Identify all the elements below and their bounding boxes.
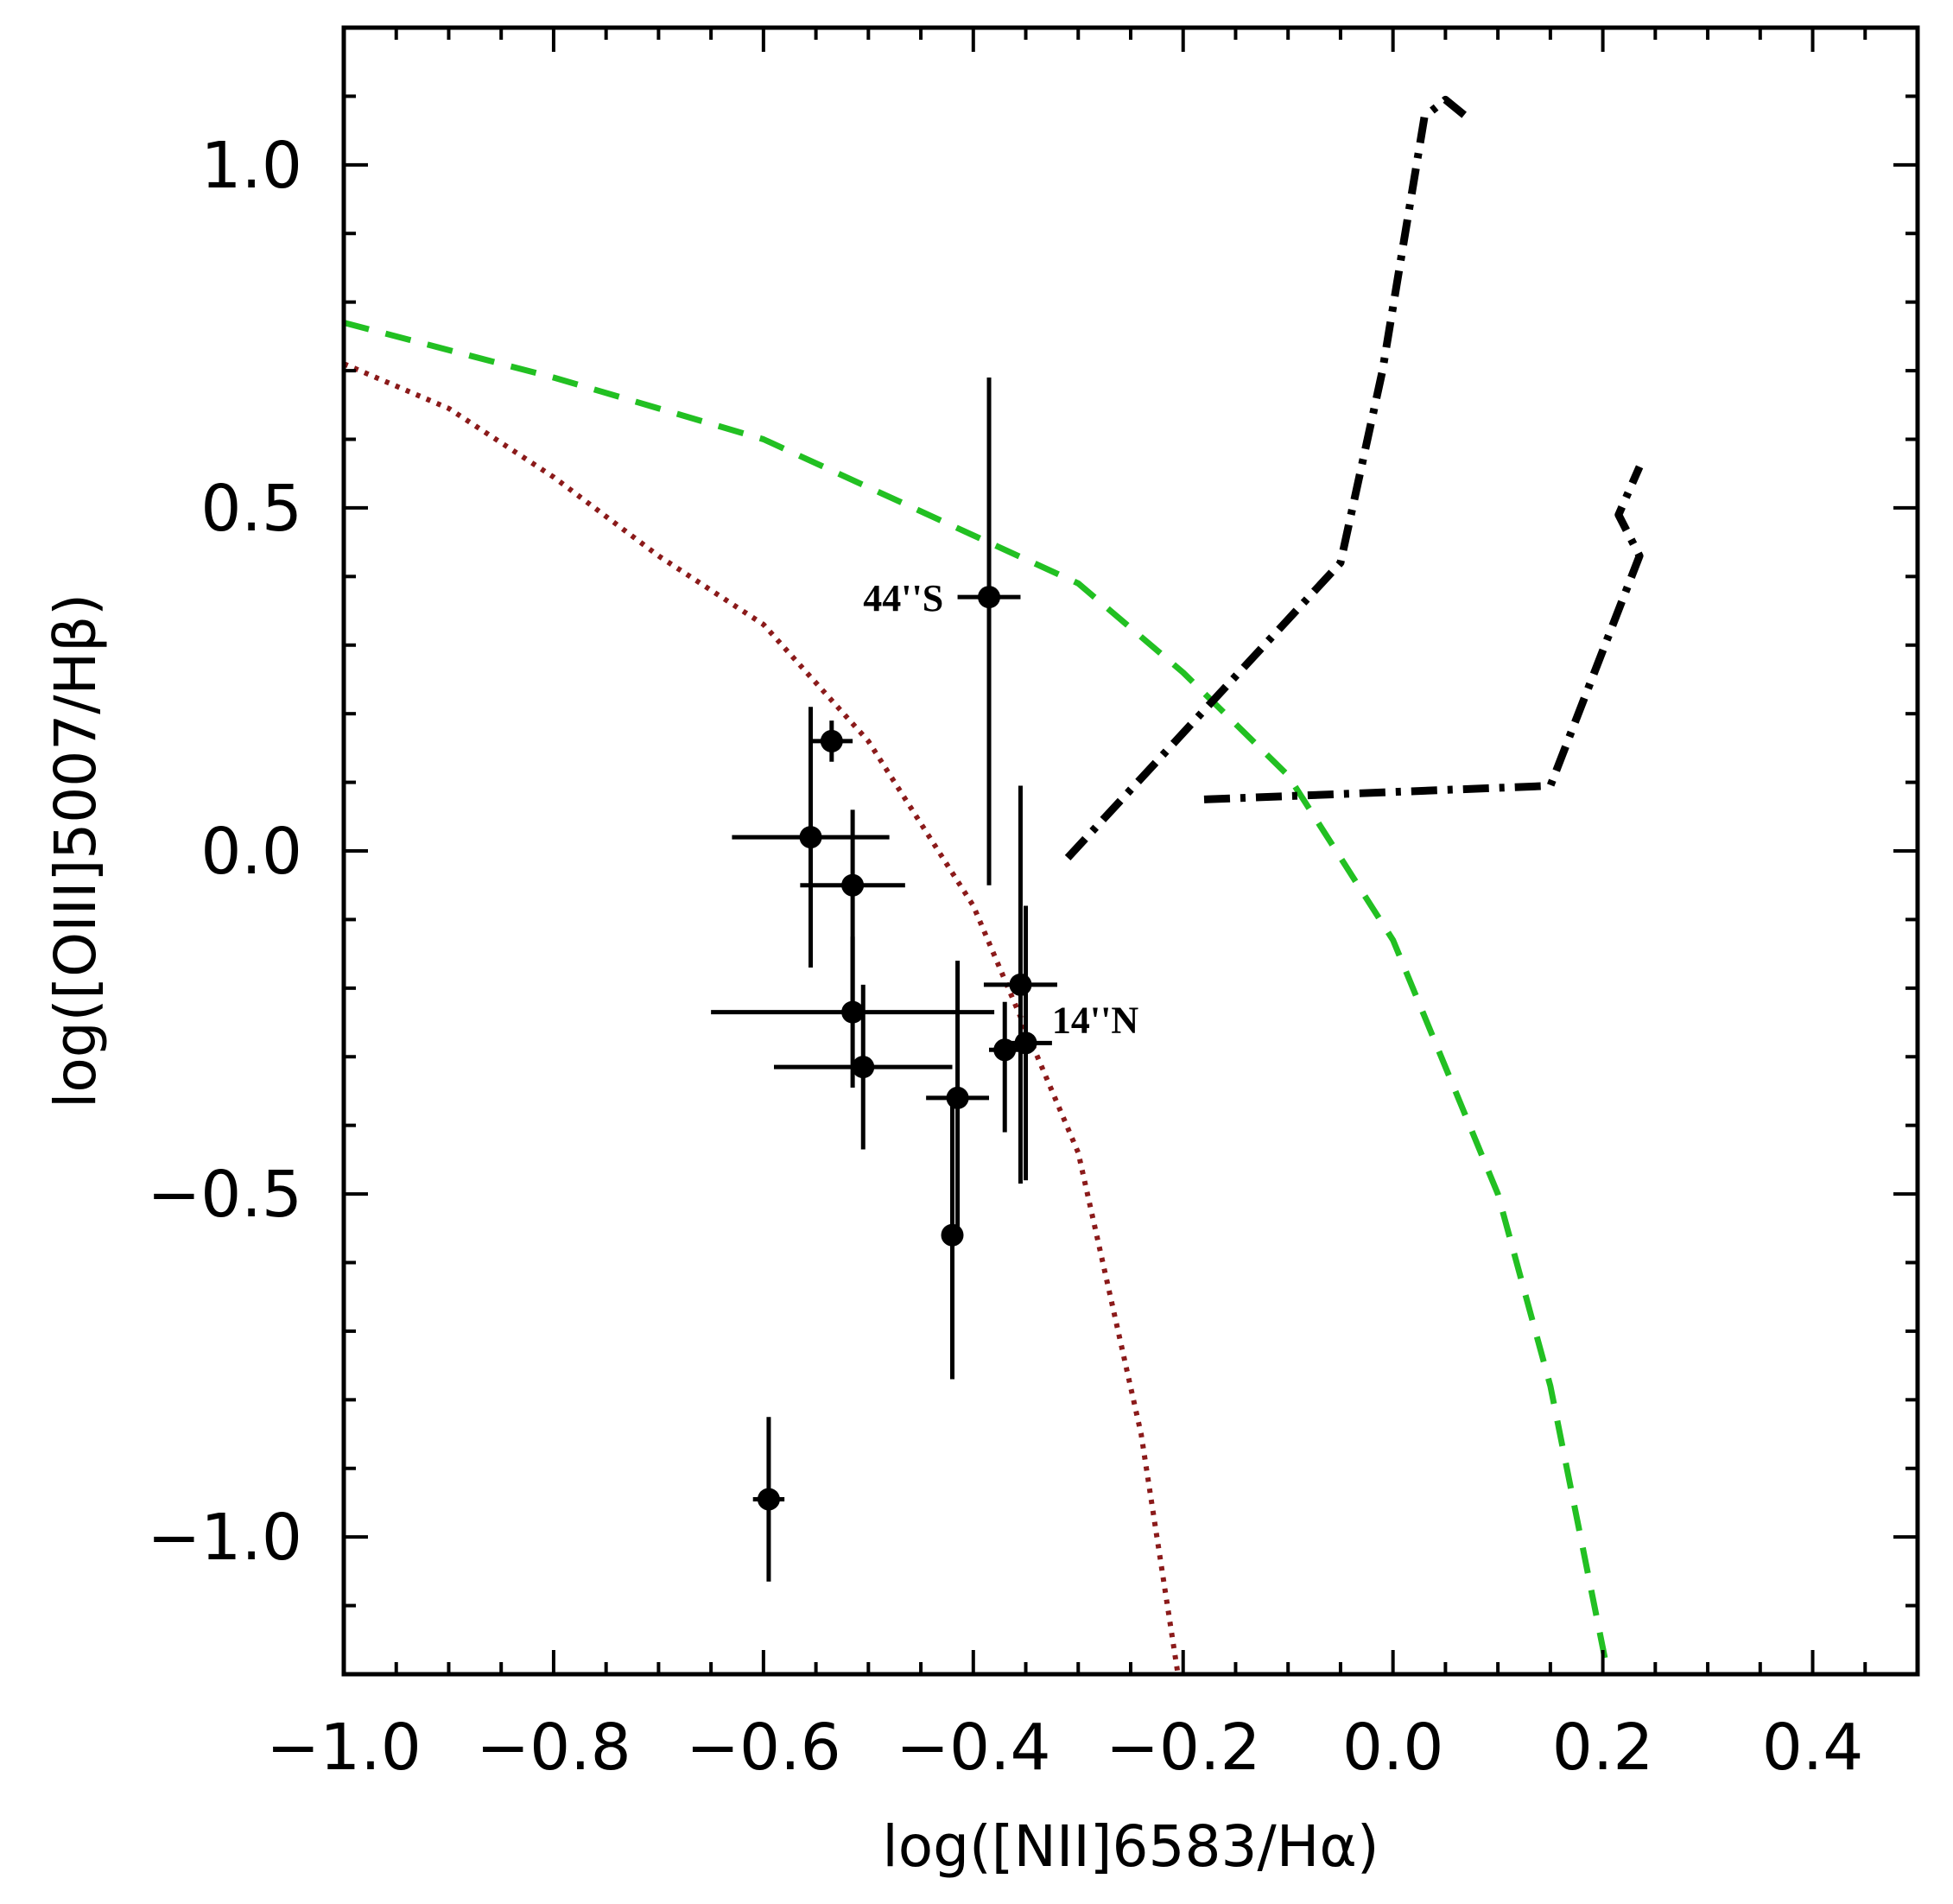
black-dashdot-track-2 — [1203, 465, 1644, 803]
point-marker — [841, 873, 865, 897]
point-marker — [946, 1086, 969, 1109]
point-marker — [757, 1488, 780, 1511]
data-point — [711, 936, 995, 1088]
point-annotation: 14''N — [1052, 1000, 1138, 1042]
demarcation-curves — [342, 95, 1644, 1675]
data-point — [926, 961, 990, 1235]
point-annotations: 44''S 14''N — [863, 577, 1138, 1041]
axis-tick-labels: −1.0 −0.8 −0.6 −0.4 −0.2 0.0 0.2 0.4 1.0 0.5 0.0 −0… — [147, 129, 1863, 1785]
y-axis-title: log([OIII]5007/Hβ) — [42, 593, 109, 1108]
data-point — [774, 984, 953, 1150]
plot-frame — [341, 25, 1920, 1677]
x-tick-label: −0.4 — [896, 1710, 1051, 1785]
x-tick-label: 0.4 — [1762, 1710, 1864, 1785]
axis-ticks — [342, 26, 1919, 1676]
green-dashed-demarcation — [343, 320, 1612, 1675]
data-point — [810, 720, 853, 762]
x-tick-label: 0.2 — [1552, 1710, 1654, 1785]
x-tick-label: −0.6 — [686, 1710, 841, 1785]
point-marker — [841, 1000, 865, 1024]
red-dotted-demarcation — [342, 361, 1181, 1675]
data-points — [711, 378, 1057, 1582]
x-tick-label: 0.0 — [1342, 1710, 1444, 1785]
point-marker — [978, 586, 1001, 609]
y-tick-label: −1.0 — [147, 1501, 302, 1575]
point-marker — [1009, 973, 1032, 996]
data-point — [999, 905, 1052, 1181]
x-axis-title: log([NII]6583/Hα) — [882, 1813, 1379, 1880]
point-marker — [820, 729, 843, 752]
x-tick-label: −1.0 — [266, 1710, 422, 1785]
y-tick-label: 1.0 — [200, 129, 302, 203]
x-tick-label: −0.8 — [476, 1710, 631, 1785]
y-tick-label: 0.0 — [200, 815, 302, 889]
y-tick-label: 0.5 — [200, 472, 302, 546]
data-point — [752, 1417, 785, 1582]
x-tick-label: −0.2 — [1106, 1710, 1261, 1785]
point-marker — [941, 1223, 964, 1247]
black-dashdot-track-1 — [1064, 95, 1469, 860]
y-tick-label: −0.5 — [147, 1158, 302, 1232]
point-marker — [1014, 1031, 1037, 1055]
data-point — [989, 1001, 1021, 1133]
point-marker — [799, 826, 822, 849]
point-annotation: 44''S — [863, 577, 943, 619]
data-point — [941, 1090, 964, 1380]
data-point — [957, 378, 1021, 885]
data-point — [983, 785, 1057, 1184]
point-marker — [852, 1056, 875, 1079]
data-point — [732, 707, 890, 968]
